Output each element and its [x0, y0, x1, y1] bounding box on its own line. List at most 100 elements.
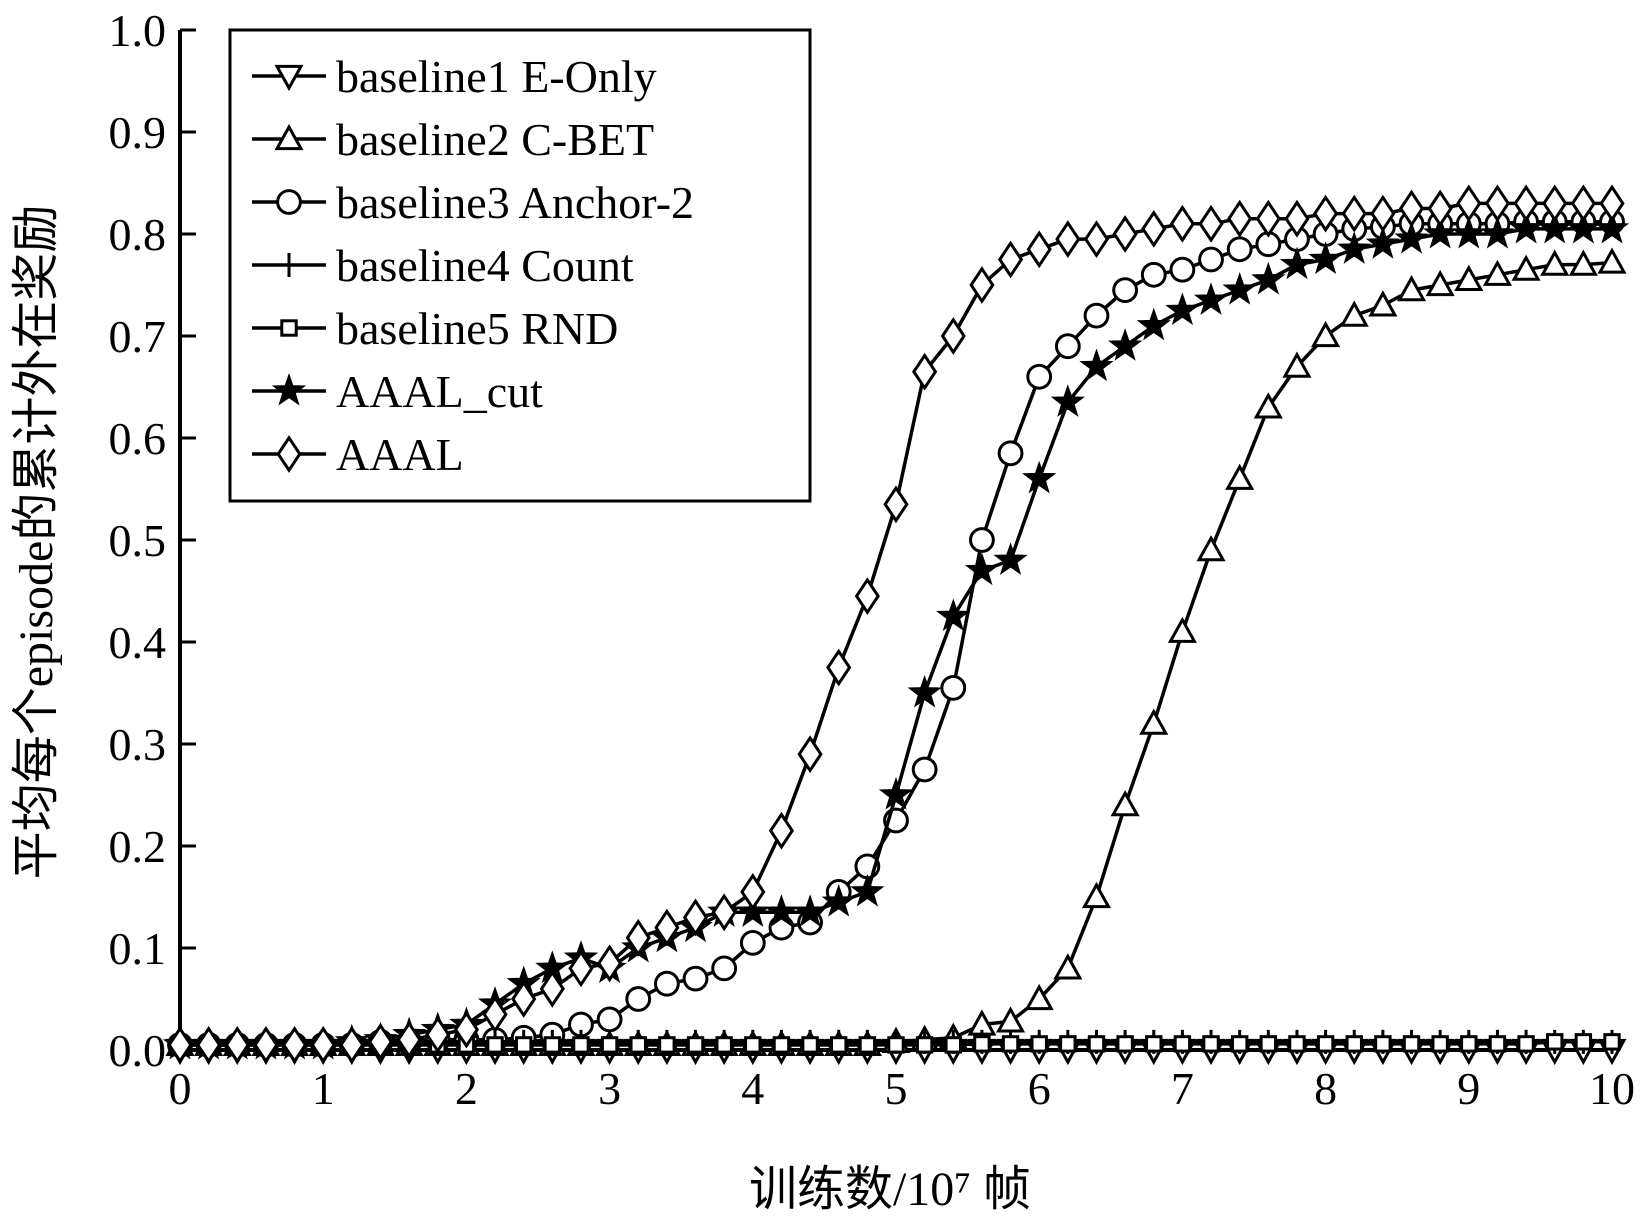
legend-entry: baseline3 Anchor-2 [252, 177, 694, 228]
data-point [1169, 256, 1196, 283]
data-point [1259, 1035, 1278, 1053]
data-point [1568, 249, 1598, 276]
data-point [1599, 184, 1625, 223]
data-point [1196, 535, 1226, 562]
data-point [1139, 708, 1169, 735]
data-point [1255, 199, 1281, 238]
data-point [686, 1036, 705, 1054]
x-axis-label: 训练数/10⁷ 帧 [749, 1163, 1031, 1216]
data-point [453, 1010, 480, 1049]
data-point [969, 527, 995, 553]
y-tick-label: 0.1 [109, 923, 167, 974]
data-point [907, 674, 942, 708]
data-point [224, 1025, 250, 1064]
data-point [969, 266, 995, 304]
data-point [1140, 261, 1167, 288]
data-point [936, 598, 971, 632]
y-tick-label: 0.4 [109, 617, 167, 668]
data-point [682, 965, 709, 992]
y-tick-label: 0.7 [109, 311, 167, 362]
y-tick-label: 0.8 [109, 209, 167, 260]
data-point [1251, 261, 1286, 295]
legend-entry: baseline5 RND [252, 303, 618, 354]
data-point [1508, 210, 1544, 244]
data-point [1484, 184, 1511, 223]
data-point [1374, 1035, 1392, 1053]
data-point [1030, 1035, 1048, 1053]
data-point [514, 1036, 533, 1054]
data-point [1053, 953, 1083, 980]
data-point [1365, 226, 1400, 259]
x-tick-label: 8 [1314, 1063, 1337, 1114]
data-point [1488, 1035, 1507, 1053]
data-point [1026, 230, 1052, 269]
data-point [425, 1015, 451, 1054]
data-point [1288, 1035, 1306, 1053]
y-tick-label: 0.3 [109, 719, 167, 770]
series-aaal-cut [162, 210, 1630, 1060]
data-point [973, 1035, 991, 1053]
legend-label: AAAL [336, 429, 464, 480]
data-point [1566, 210, 1601, 244]
data-point [1396, 275, 1427, 302]
data-point [1116, 1035, 1134, 1053]
legend: baseline1 E-Only baseline2 C-BET baseline3… [228, 28, 812, 503]
data-point [915, 1036, 934, 1054]
data-point [792, 894, 828, 927]
y-tick-label: 0.6 [109, 413, 167, 464]
data-point [1312, 194, 1339, 233]
legend-label: baseline5 RND [336, 303, 618, 354]
data-point [1394, 221, 1429, 254]
x-tick-label: 3 [598, 1063, 621, 1114]
data-point [1460, 1035, 1478, 1053]
data-point [1423, 215, 1458, 249]
data-point [854, 577, 880, 616]
data-point [878, 776, 914, 810]
x-tick-label: 4 [741, 1063, 764, 1114]
legend-box [228, 28, 812, 503]
data-point [964, 552, 1000, 586]
data-point [1546, 1033, 1564, 1051]
data-point [1001, 1035, 1020, 1053]
data-point [1537, 210, 1572, 244]
data-point [993, 542, 1028, 575]
x-tick-label: 5 [885, 1063, 908, 1114]
y-tick-label: 0.9 [109, 107, 167, 158]
data-point [1054, 333, 1081, 360]
data-point [1198, 204, 1224, 243]
data-point [830, 1036, 848, 1054]
data-point [281, 1025, 308, 1064]
data-point [482, 995, 508, 1034]
data-point [711, 893, 737, 932]
data-point [1597, 247, 1627, 274]
x-tick-label: 0 [169, 1063, 192, 1114]
data-point [1341, 194, 1367, 233]
x-tick-label: 9 [1457, 1063, 1480, 1114]
data-point [1427, 189, 1453, 228]
data-point [1316, 1035, 1335, 1053]
data-point [1059, 1035, 1077, 1053]
data-point [1540, 249, 1570, 276]
legend-label: AAAL_cut [336, 366, 543, 417]
data-point [486, 1036, 504, 1054]
data-point [1026, 363, 1053, 390]
data-point [911, 756, 938, 783]
data-point [1055, 220, 1081, 259]
data-point [768, 811, 795, 850]
legend-marker [280, 319, 298, 337]
data-point [596, 944, 623, 983]
data-point [940, 317, 966, 355]
data-point [1337, 231, 1372, 264]
legend-entry: baseline2 C-BET [252, 114, 654, 165]
data-point [1603, 1033, 1621, 1051]
data-point [801, 1036, 819, 1054]
data-point [1167, 616, 1197, 643]
data-point [1431, 1035, 1449, 1053]
data-point [1480, 215, 1515, 249]
x-tick-label: 2 [455, 1063, 478, 1114]
data-point [1110, 790, 1140, 817]
legend-marker [277, 253, 301, 277]
data-point [1345, 1035, 1363, 1053]
data-point [543, 1036, 562, 1054]
legend-entry: AAAL [252, 429, 464, 480]
